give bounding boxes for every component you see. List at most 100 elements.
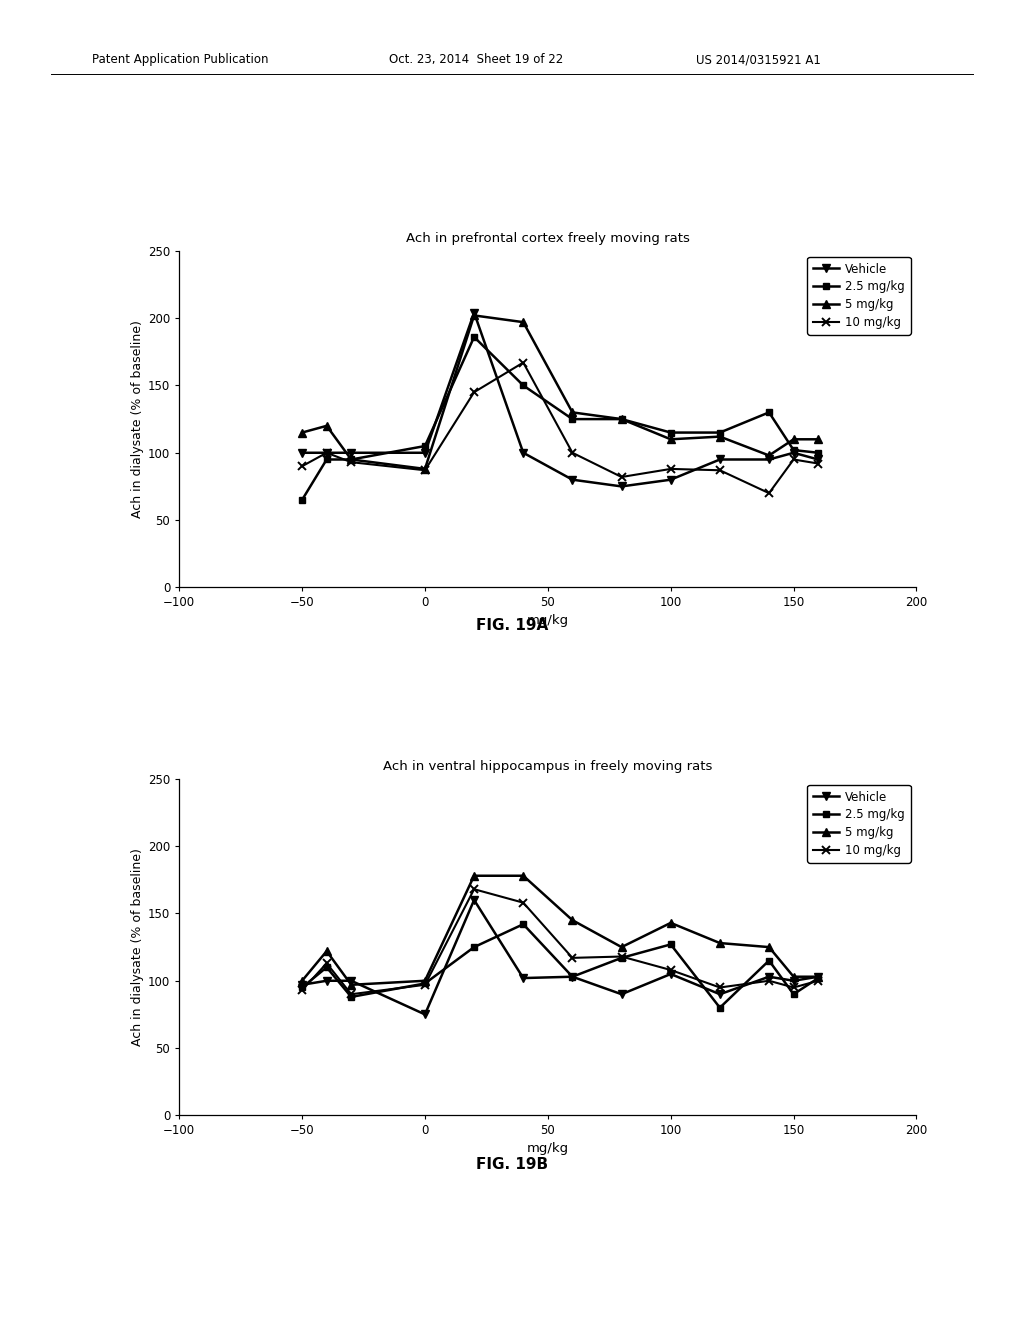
Y-axis label: Ach in dialysate (% of baseline): Ach in dialysate (% of baseline): [131, 321, 143, 517]
10 mg/kg: [345, 986, 357, 1002]
10 mg/kg: [517, 355, 529, 371]
2.5 mg/kg: [345, 989, 357, 1005]
Line: 5 mg/kg: 5 mg/kg: [298, 312, 822, 473]
2.5 mg/kg: [419, 438, 431, 454]
5 mg/kg: [615, 940, 628, 956]
Vehicle: [665, 471, 677, 487]
10 mg/kg: [763, 973, 775, 989]
2.5 mg/kg: [763, 953, 775, 969]
Line: 10 mg/kg: 10 mg/kg: [298, 884, 822, 998]
10 mg/kg: [468, 882, 480, 898]
2.5 mg/kg: [665, 936, 677, 952]
Title: Ach in ventral hippocampus in freely moving rats: Ach in ventral hippocampus in freely mov…: [383, 760, 713, 774]
2.5 mg/kg: [345, 451, 357, 467]
5 mg/kg: [517, 867, 529, 883]
10 mg/kg: [321, 445, 333, 461]
2.5 mg/kg: [517, 378, 529, 393]
Text: FIG. 19A: FIG. 19A: [476, 618, 548, 634]
2.5 mg/kg: [615, 411, 628, 426]
2.5 mg/kg: [665, 425, 677, 441]
2.5 mg/kg: [787, 986, 800, 1002]
2.5 mg/kg: [812, 970, 824, 986]
Line: 5 mg/kg: 5 mg/kg: [298, 871, 822, 989]
Line: 2.5 mg/kg: 2.5 mg/kg: [299, 921, 821, 1011]
5 mg/kg: [615, 411, 628, 426]
Vehicle: [566, 471, 579, 487]
10 mg/kg: [714, 979, 726, 995]
Vehicle: [763, 969, 775, 985]
10 mg/kg: [812, 973, 824, 989]
Vehicle: [787, 973, 800, 989]
Vehicle: [615, 478, 628, 494]
2.5 mg/kg: [468, 329, 480, 345]
Vehicle: [468, 892, 480, 908]
5 mg/kg: [787, 432, 800, 447]
X-axis label: mg/kg: mg/kg: [526, 614, 569, 627]
Line: Vehicle: Vehicle: [298, 309, 822, 491]
5 mg/kg: [468, 308, 480, 323]
Text: Oct. 23, 2014  Sheet 19 of 22: Oct. 23, 2014 Sheet 19 of 22: [389, 53, 563, 66]
Text: US 2014/0315921 A1: US 2014/0315921 A1: [696, 53, 821, 66]
10 mg/kg: [517, 895, 529, 911]
10 mg/kg: [566, 445, 579, 461]
2.5 mg/kg: [615, 950, 628, 966]
Vehicle: [345, 973, 357, 989]
Vehicle: [714, 986, 726, 1002]
Vehicle: [665, 966, 677, 982]
10 mg/kg: [763, 486, 775, 502]
5 mg/kg: [714, 429, 726, 445]
5 mg/kg: [763, 940, 775, 956]
Vehicle: [566, 969, 579, 985]
Legend: Vehicle, 2.5 mg/kg, 5 mg/kg, 10 mg/kg: Vehicle, 2.5 mg/kg, 5 mg/kg, 10 mg/kg: [807, 256, 910, 335]
Line: 10 mg/kg: 10 mg/kg: [298, 359, 822, 498]
5 mg/kg: [517, 314, 529, 330]
Text: Patent Application Publication: Patent Application Publication: [92, 53, 268, 66]
Vehicle: [296, 445, 308, 461]
2.5 mg/kg: [321, 451, 333, 467]
10 mg/kg: [345, 454, 357, 470]
10 mg/kg: [787, 979, 800, 995]
10 mg/kg: [714, 462, 726, 478]
2.5 mg/kg: [468, 940, 480, 956]
10 mg/kg: [615, 949, 628, 965]
10 mg/kg: [468, 384, 480, 400]
2.5 mg/kg: [321, 960, 333, 975]
Line: 2.5 mg/kg: 2.5 mg/kg: [299, 334, 821, 503]
2.5 mg/kg: [714, 999, 726, 1015]
Title: Ach in prefrontal cortex freely moving rats: Ach in prefrontal cortex freely moving r…: [406, 232, 690, 246]
Vehicle: [296, 977, 308, 993]
Vehicle: [419, 1006, 431, 1022]
5 mg/kg: [665, 432, 677, 447]
5 mg/kg: [665, 915, 677, 931]
Vehicle: [787, 445, 800, 461]
5 mg/kg: [566, 404, 579, 420]
5 mg/kg: [566, 912, 579, 928]
Vehicle: [517, 445, 529, 461]
5 mg/kg: [419, 461, 431, 477]
10 mg/kg: [787, 451, 800, 467]
5 mg/kg: [345, 977, 357, 993]
5 mg/kg: [763, 447, 775, 463]
10 mg/kg: [419, 462, 431, 478]
5 mg/kg: [296, 425, 308, 441]
5 mg/kg: [321, 944, 333, 960]
10 mg/kg: [321, 956, 333, 972]
10 mg/kg: [665, 962, 677, 978]
5 mg/kg: [345, 451, 357, 467]
Vehicle: [763, 451, 775, 467]
2.5 mg/kg: [763, 404, 775, 420]
2.5 mg/kg: [566, 969, 579, 985]
2.5 mg/kg: [517, 916, 529, 932]
10 mg/kg: [615, 469, 628, 484]
Vehicle: [615, 986, 628, 1002]
Text: FIG. 19B: FIG. 19B: [476, 1156, 548, 1172]
5 mg/kg: [812, 969, 824, 985]
Vehicle: [419, 445, 431, 461]
2.5 mg/kg: [419, 975, 431, 991]
X-axis label: mg/kg: mg/kg: [526, 1142, 569, 1155]
Vehicle: [321, 445, 333, 461]
5 mg/kg: [812, 432, 824, 447]
10 mg/kg: [419, 977, 431, 993]
2.5 mg/kg: [812, 445, 824, 461]
10 mg/kg: [812, 455, 824, 471]
